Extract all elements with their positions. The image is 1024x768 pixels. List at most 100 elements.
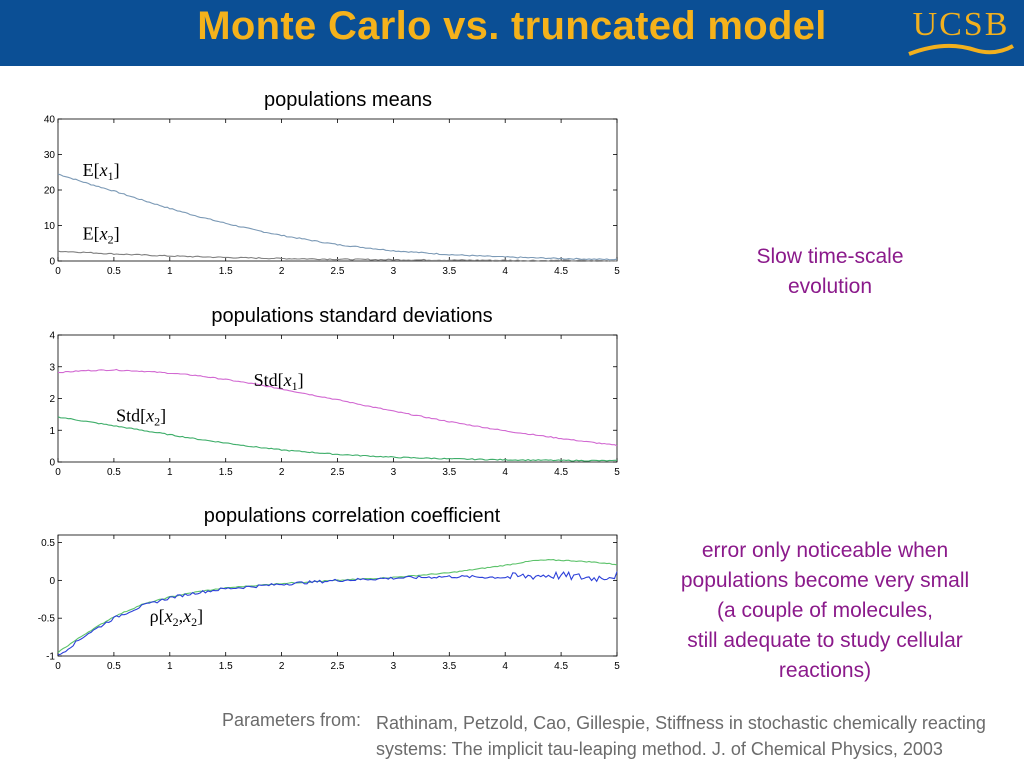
x-tick-label: 0	[55, 266, 61, 277]
series-line-simulation	[57, 570, 618, 656]
footer-label: Parameters from:	[222, 710, 362, 730]
slide-title: Monte Carlo vs. truncated model	[197, 4, 827, 48]
series-annotation: E[x1]	[83, 160, 120, 183]
y-tick-label: 3	[49, 362, 55, 373]
note-line: Slow time-scale	[756, 245, 904, 268]
annotation-part: x	[145, 405, 154, 425]
annotation-part: ρ[	[150, 606, 165, 626]
x-tick-label: 0.5	[107, 467, 121, 478]
annotation-part: E[	[83, 160, 100, 180]
y-tick-label: -1	[46, 652, 55, 663]
x-tick-label: 0	[55, 467, 61, 478]
annotation-part: 2	[154, 414, 160, 428]
x-tick-label: 5	[614, 661, 620, 672]
series-annotation: ρ[x2,x2]	[150, 606, 203, 629]
note-line: populations become very small	[680, 569, 970, 592]
x-tick-label: 1	[167, 661, 173, 672]
x-tick-label: 2	[279, 661, 285, 672]
annotation-part: x	[164, 606, 173, 626]
y-tick-label: 0	[49, 257, 55, 268]
y-tick-label: 0.5	[41, 538, 55, 549]
series-line-E[x1]	[57, 173, 618, 261]
x-tick-label: 0.5	[107, 266, 121, 277]
x-tick-label: 5	[614, 467, 620, 478]
chart1-title: populations means	[264, 89, 432, 111]
x-tick-label: 3.5	[442, 661, 456, 672]
chart3-title: populations correlation coefficient	[203, 505, 501, 527]
annotation-part: 2	[108, 233, 114, 247]
x-tick-label: 0.5	[107, 661, 121, 672]
y-tick-label: -0.5	[38, 614, 56, 625]
series-annotation: E[x2]	[83, 224, 120, 247]
note-line: evolution	[787, 275, 873, 298]
x-tick-label: 3.5	[442, 266, 456, 277]
series-annotation: Std[x1]	[254, 370, 304, 393]
annotation-part: x	[182, 606, 191, 626]
x-tick-label: 2	[279, 266, 285, 277]
x-tick-label: 3	[391, 467, 397, 478]
note-line: reactions)	[778, 659, 872, 682]
annotation-part: 1	[292, 379, 298, 393]
series-line-Std[x1]	[57, 368, 618, 447]
x-tick-label: 1	[167, 467, 173, 478]
x-tick-label: 4.5	[554, 467, 568, 478]
annotation-part: x	[283, 370, 292, 390]
x-tick-label: 3	[391, 266, 397, 277]
plot-area	[57, 534, 618, 657]
slow-timescale-note: Slow time-scale evolution	[700, 242, 960, 302]
x-tick-label: 4	[502, 467, 508, 478]
y-tick-label: 1	[49, 426, 55, 437]
chart2-title: populations standard deviations	[211, 305, 493, 327]
x-tick-label: 5	[614, 266, 620, 277]
annotation-part: 1	[108, 169, 114, 183]
y-tick-label: 0	[49, 576, 55, 587]
x-tick-label: 2.5	[331, 467, 345, 478]
series-annotation: Std[x2]	[116, 405, 166, 428]
annotation-part: x	[99, 160, 108, 180]
logo-text: UCSB	[912, 6, 1010, 43]
plot-area	[57, 334, 618, 463]
x-tick-label: 0	[55, 661, 61, 672]
note-line: (a couple of molecules,	[717, 599, 933, 622]
x-tick-label: 1.5	[219, 661, 233, 672]
y-tick-label: 0	[49, 458, 55, 469]
y-tick-label: 4	[49, 331, 55, 342]
annotation-part: Std[	[254, 370, 284, 390]
annotation-part: ]	[197, 606, 203, 626]
annotation-part: 2	[191, 615, 197, 629]
x-tick-label: 1.5	[219, 266, 233, 277]
x-tick-label: 3	[391, 661, 397, 672]
annotation-part: ]	[114, 160, 120, 180]
x-tick-label: 4	[502, 266, 508, 277]
x-tick-label: 2.5	[331, 266, 345, 277]
error-note: error only noticeable when populations b…	[660, 536, 990, 686]
annotation-part: E[	[83, 224, 100, 244]
x-tick-label: 1	[167, 266, 173, 277]
footer-citation: Rathinam, Petzold, Cao, Gillespie, Stiff…	[376, 713, 986, 759]
ucsb-logo: UCSB	[905, 6, 1017, 60]
y-tick-label: 10	[44, 221, 56, 232]
header-bar: Monte Carlo vs. truncated model UCSB	[0, 0, 1024, 66]
series-line-Std[x2]	[57, 416, 617, 462]
note-line: still adequate to study cellular	[687, 629, 963, 652]
plot-area	[57, 118, 618, 262]
x-tick-label: 2	[279, 467, 285, 478]
note-line: error only noticeable when	[701, 539, 949, 562]
y-tick-label: 40	[44, 115, 56, 126]
x-tick-label: 3.5	[442, 467, 456, 478]
annotation-part: ,	[179, 606, 184, 626]
y-tick-label: 30	[44, 150, 56, 161]
annotation-part: Std[	[116, 405, 146, 425]
x-tick-label: 4.5	[554, 661, 568, 672]
x-tick-label: 4	[502, 661, 508, 672]
annotation-part: x	[99, 224, 108, 244]
series-line-model	[57, 559, 618, 654]
y-tick-label: 20	[44, 186, 56, 197]
annotation-part: 2	[173, 615, 179, 629]
annotation-part: ]	[114, 224, 120, 244]
y-tick-label: 2	[49, 394, 55, 405]
x-tick-label: 1.5	[219, 467, 233, 478]
annotation-part: ]	[298, 370, 304, 390]
series-line-E[x2]	[57, 250, 618, 262]
x-tick-label: 2.5	[331, 661, 345, 672]
